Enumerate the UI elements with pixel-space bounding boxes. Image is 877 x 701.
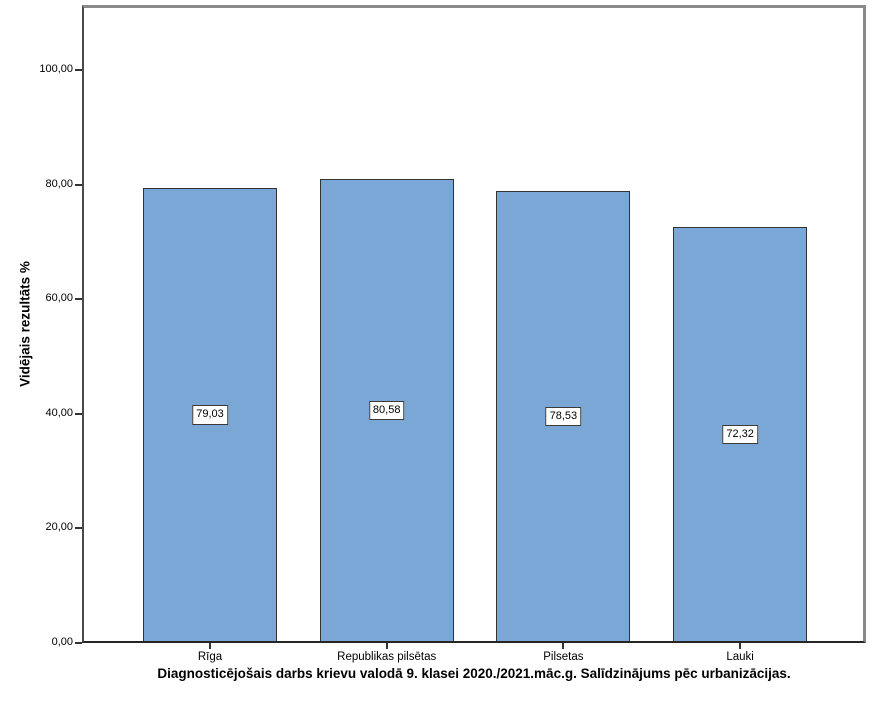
bar-value-label: 80,58 (368, 400, 405, 421)
bar-value-label: 72,32 (722, 424, 758, 444)
x-tick-mark (739, 643, 742, 649)
x-tick-mark (562, 643, 565, 649)
y-tick-mark (75, 298, 82, 301)
x-category-label: Rīga (197, 651, 223, 663)
chart-title: Diagnosticējošais darbs krievu valodā 9.… (157, 666, 791, 681)
y-tick-label: 100,00 (39, 63, 73, 75)
bar-value-label: 78,53 (545, 406, 582, 427)
y-tick-mark (75, 183, 82, 186)
y-tick-mark (75, 527, 82, 530)
y-tick-label: 0,00 (51, 636, 73, 648)
x-tick-mark (385, 643, 388, 649)
y-tick-mark (75, 642, 82, 644)
bar-3: 78,53 (496, 191, 631, 641)
y-axis: 0,00 20,00 40,00 60,00 80,00 100,00 (0, 5, 82, 648)
x-category-label: Lauki (726, 651, 754, 663)
bar-2: 80,58 (319, 179, 454, 641)
bar-1: 79,03 (143, 188, 277, 641)
y-tick-label: 60,00 (45, 292, 73, 305)
bar-value-label: 79,03 (192, 405, 228, 425)
x-category-label: Pilsetas (543, 651, 584, 663)
bar-4: 72,32 (673, 226, 808, 641)
y-tick-label: 40,00 (45, 406, 73, 419)
y-tick-mark (75, 69, 82, 71)
y-tick-label: 20,00 (45, 521, 73, 534)
x-category-label: Republikas pilsētas (337, 651, 437, 663)
plot-area: 79,03 80,58 78,53 72,32 (82, 5, 866, 643)
x-tick-mark (209, 643, 211, 649)
y-tick-label: 80,00 (45, 177, 73, 190)
y-tick-mark (75, 412, 82, 415)
x-axis: Rīga Republikas pilsētas Pilsetas Lauki (84, 643, 864, 679)
